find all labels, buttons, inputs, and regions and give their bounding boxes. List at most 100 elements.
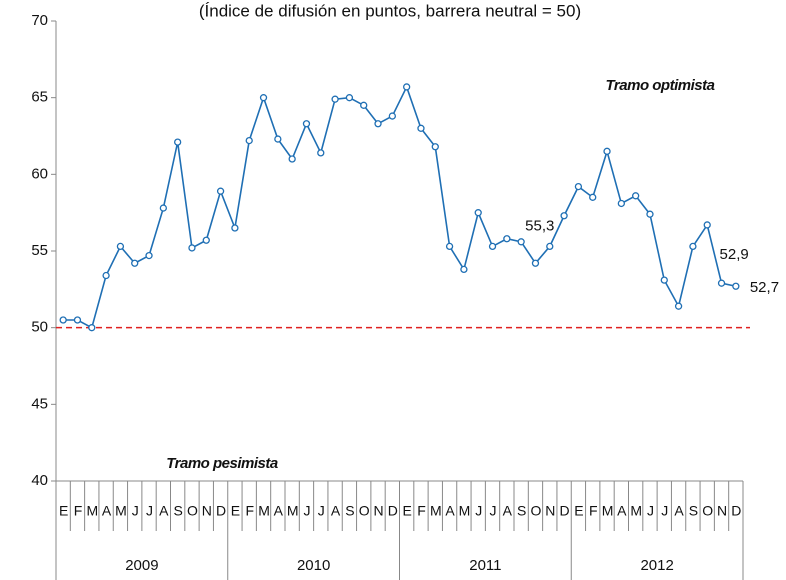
- point: [317, 149, 325, 157]
- point: [503, 235, 511, 243]
- point: [288, 155, 296, 163]
- x-tick-label: M: [287, 503, 298, 519]
- point: [102, 271, 110, 280]
- point: [674, 302, 683, 310]
- x-tick-label: N: [717, 503, 726, 519]
- x-tick-label: S: [173, 503, 182, 519]
- x-tick-label: D: [216, 503, 226, 519]
- point: [145, 251, 153, 260]
- point: [59, 316, 67, 324]
- x-tick-label: A: [445, 503, 455, 519]
- point: [360, 101, 368, 109]
- annotation: Tramo pesimista: [166, 455, 278, 472]
- x-tick-label: J: [475, 503, 481, 519]
- point: [717, 279, 726, 287]
- y-tick-label: 70: [31, 12, 48, 29]
- point: [445, 242, 454, 251]
- point: [474, 209, 482, 217]
- x-tick-label: J: [490, 503, 496, 519]
- x-tick-label: A: [331, 503, 341, 519]
- data-label: 52,9: [720, 246, 749, 263]
- x-tick-label: F: [417, 503, 425, 519]
- x-tick-label: S: [517, 503, 526, 519]
- point: [632, 192, 640, 200]
- x-tick-label: J: [303, 503, 309, 519]
- x-tick-label: O: [702, 503, 713, 519]
- x-tick-label: F: [245, 503, 253, 519]
- y-tick-label: 50: [31, 319, 48, 336]
- point: [617, 199, 625, 208]
- x-tick-label: M: [630, 503, 641, 519]
- point: [560, 212, 568, 220]
- x-tick-label: A: [102, 503, 112, 519]
- x-tick-label: A: [674, 503, 684, 519]
- point: [345, 94, 354, 102]
- x-tick-label: M: [86, 503, 97, 519]
- x-tick-label: J: [318, 503, 324, 519]
- x-tick-label: N: [545, 503, 554, 519]
- x-tick-label: E: [574, 503, 583, 519]
- point: [331, 95, 339, 103]
- point: [517, 238, 525, 246]
- data-label: 52,7: [750, 279, 779, 296]
- x-tick-label: O: [531, 503, 542, 519]
- x-tick-label: M: [258, 503, 269, 519]
- year-label: 2011: [469, 557, 501, 574]
- point: [531, 259, 540, 267]
- x-tick-label: A: [617, 503, 627, 519]
- x-tick-label: E: [59, 503, 68, 519]
- point: [259, 94, 268, 102]
- point: [431, 143, 439, 151]
- point: [646, 210, 654, 218]
- point: [274, 135, 282, 143]
- x-tick-label: S: [345, 503, 354, 519]
- x-tick-label: O: [187, 503, 198, 519]
- point: [174, 138, 182, 146]
- x-tick-label: F: [74, 503, 82, 519]
- x-tick-label: M: [430, 503, 441, 519]
- point: [88, 324, 96, 332]
- point: [116, 242, 125, 251]
- point: [660, 276, 668, 284]
- x-tick-label: A: [503, 503, 513, 519]
- point: [202, 236, 210, 244]
- x-tick-label: N: [202, 503, 211, 519]
- x-tick-label: D: [388, 503, 398, 519]
- x-tick-label: J: [146, 503, 152, 519]
- point: [589, 193, 597, 201]
- point: [460, 265, 468, 274]
- x-tick-label: M: [115, 503, 126, 519]
- point: [732, 282, 740, 290]
- point: [188, 244, 196, 252]
- point: [302, 120, 311, 128]
- point: [73, 316, 82, 324]
- point: [689, 242, 697, 251]
- chart-subtitle: (Índice de difusión en puntos, barrera n…: [199, 1, 581, 20]
- y-tick-label: 55: [31, 242, 48, 259]
- annotation: Tramo optimista: [606, 77, 715, 94]
- point: [216, 187, 225, 195]
- point: [245, 136, 253, 145]
- point: [231, 224, 239, 232]
- y-tick-label: 65: [31, 89, 48, 106]
- point: [159, 204, 167, 212]
- x-tick-label: E: [231, 503, 240, 519]
- data-label: 55,3: [525, 217, 554, 234]
- x-tick-label: J: [661, 503, 667, 519]
- x-tick-label: M: [602, 503, 613, 519]
- x-tick-label: F: [589, 503, 597, 519]
- point: [546, 242, 554, 251]
- point: [131, 259, 139, 267]
- x-tick-label: A: [274, 503, 284, 519]
- point: [488, 242, 497, 251]
- x-tick-label: O: [359, 503, 370, 519]
- point: [403, 83, 411, 91]
- x-tick-label: M: [459, 503, 470, 519]
- point: [703, 221, 711, 229]
- year-label: 2010: [297, 557, 330, 574]
- year-label: 2012: [640, 557, 673, 574]
- y-tick-label: 40: [31, 472, 48, 489]
- x-tick-label: D: [560, 503, 570, 519]
- point: [603, 147, 611, 155]
